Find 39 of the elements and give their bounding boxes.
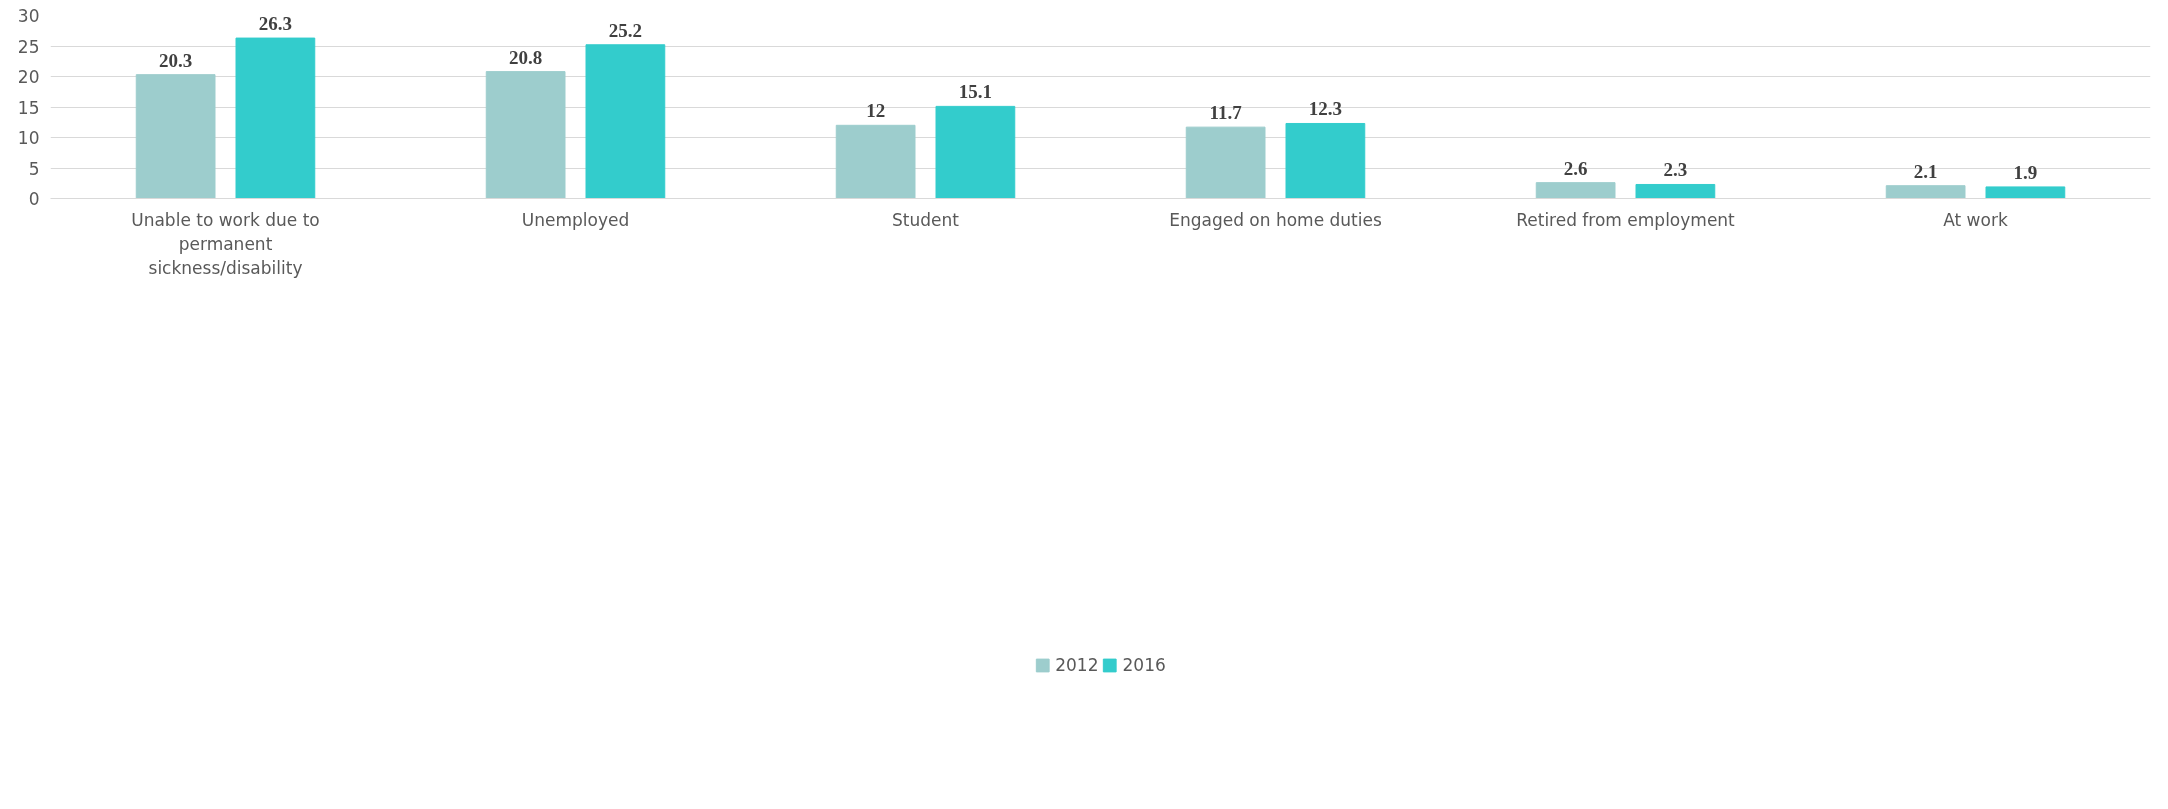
data-label: 20.8 [509, 46, 543, 68]
x-tick-label: Engaged on home duties [1169, 209, 1382, 230]
bar [485, 71, 566, 199]
bar [1285, 122, 1366, 199]
data-label: 2.6 [1563, 157, 1588, 179]
bar [135, 74, 216, 199]
y-tick-label: 5 [28, 158, 40, 179]
data-label: 12.3 [1308, 98, 1342, 120]
bar [1635, 183, 1716, 199]
x-tick-label: Unemployed [521, 209, 630, 230]
bar [1185, 126, 1266, 199]
bar [1535, 182, 1616, 199]
x-tick-label: Retired from employment [1516, 209, 1736, 230]
data-label: 20.3 [159, 49, 193, 71]
data-label: 15.1 [958, 81, 992, 103]
bar [235, 37, 316, 199]
bar [935, 105, 1016, 199]
data-label: 26.3 [258, 13, 292, 35]
x-tick-label: Unable to work due to permanent sickness/disability [131, 209, 320, 278]
data-label: 1.9 [2013, 161, 2038, 183]
bar [1985, 186, 2066, 199]
y-tick-label: 25 [17, 36, 40, 57]
legend-label: 2012 [1055, 655, 1099, 675]
y-tick-label: 20 [17, 67, 40, 87]
bar [1885, 185, 1966, 199]
legend-label: 2016 [1122, 655, 1166, 675]
y-tick-label: 30 [17, 6, 40, 26]
bar [585, 44, 666, 199]
bar [835, 124, 916, 199]
y-tick-label: 10 [17, 128, 40, 148]
y-tick-label: 0 [28, 189, 40, 209]
x-tick-label: Student [892, 209, 960, 230]
data-label: 2.3 [1663, 159, 1688, 181]
y-tick-label: 15 [17, 97, 40, 118]
data-label: 2.1 [1913, 160, 1938, 182]
data-label: 11.7 [1209, 102, 1243, 124]
data-label: 12 [866, 100, 886, 122]
x-tick-label: At work [1943, 209, 2008, 230]
data-label: 25.2 [608, 19, 642, 41]
